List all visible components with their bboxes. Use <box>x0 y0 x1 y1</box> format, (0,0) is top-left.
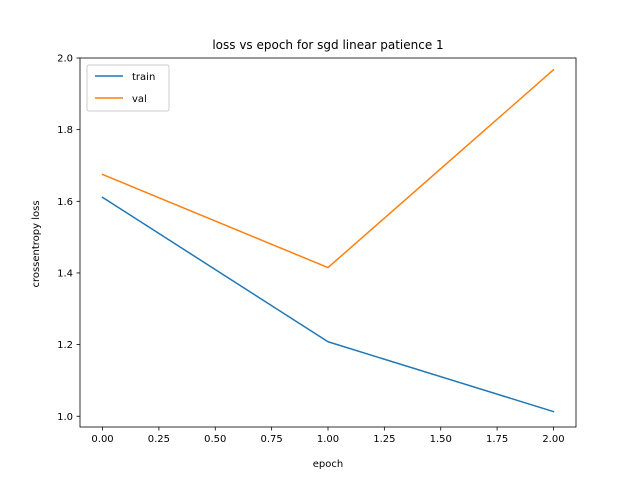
series-layer <box>101 68 555 413</box>
x-tick-label: 1.75 <box>486 434 508 445</box>
series-line-val <box>101 68 555 269</box>
series-line-train <box>101 196 555 413</box>
x-tick-label: 1.50 <box>430 434 452 445</box>
y-tick-label: 1.0 <box>57 412 73 423</box>
legend-label-train: train <box>132 72 155 83</box>
legend: train val <box>86 64 170 112</box>
y-tick-label: 1.4 <box>57 268 73 279</box>
y-tick-label: 2.0 <box>57 54 73 65</box>
y-axis-label: crossentropy loss <box>31 200 42 287</box>
y-tick-label: 1.6 <box>57 197 73 208</box>
x-tick-label: 1.00 <box>317 434 339 445</box>
chart-title: loss vs epoch for sgd linear patience 1 <box>212 38 443 52</box>
x-tick-label: 0.00 <box>91 434 113 445</box>
plot-area <box>80 58 576 427</box>
y-tick-label: 1.2 <box>57 340 73 351</box>
x-tick-label: 0.25 <box>148 434 170 445</box>
x-tick-label: 0.75 <box>261 434 283 445</box>
x-tick-label: 0.50 <box>204 434 226 445</box>
x-tick-label: 1.25 <box>373 434 395 445</box>
x-tick-label: 2.00 <box>542 434 564 445</box>
axes-layer: 0.00 0.25 0.50 0.75 1.00 1.25 1.50 1.75 2.00 1.0 1… <box>57 54 577 445</box>
y-tick-label: 1.8 <box>57 125 73 136</box>
x-axis-label: epoch <box>313 459 343 470</box>
legend-box <box>86 64 170 112</box>
plot-background <box>80 58 576 427</box>
legend-label-val: val <box>132 94 147 105</box>
